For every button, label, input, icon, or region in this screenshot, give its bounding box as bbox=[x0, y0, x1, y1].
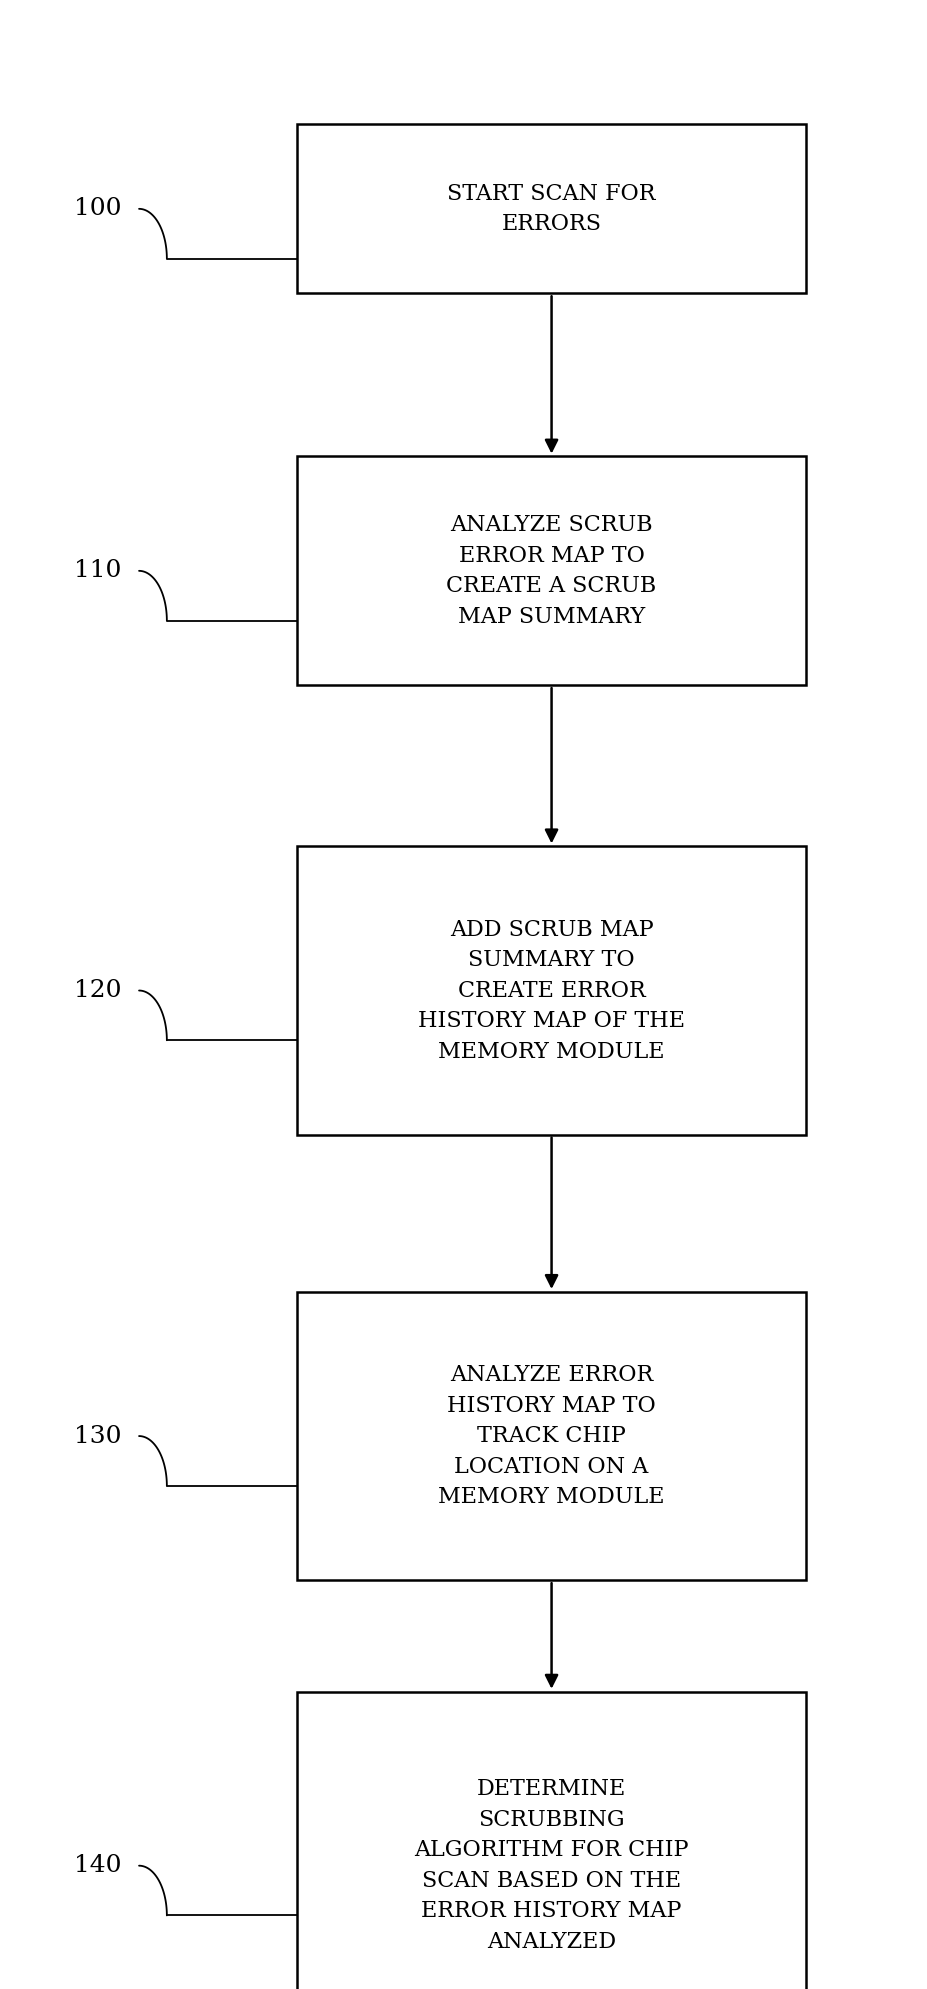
Text: 130: 130 bbox=[73, 1424, 121, 1448]
Text: ADD SCRUB MAP
SUMMARY TO
CREATE ERROR
HISTORY MAP OF THE
MEMORY MODULE: ADD SCRUB MAP SUMMARY TO CREATE ERROR HI… bbox=[418, 919, 685, 1062]
FancyBboxPatch shape bbox=[297, 125, 806, 292]
Text: DETERMINE
SCRUBBING
ALGORITHM FOR CHIP
SCAN BASED ON THE
ERROR HISTORY MAP
ANALY: DETERMINE SCRUBBING ALGORITHM FOR CHIP S… bbox=[414, 1778, 689, 1953]
Text: 140: 140 bbox=[73, 1854, 121, 1878]
FancyBboxPatch shape bbox=[297, 1691, 806, 1989]
Text: ANALYZE SCRUB
ERROR MAP TO
CREATE A SCRUB
MAP SUMMARY: ANALYZE SCRUB ERROR MAP TO CREATE A SCRU… bbox=[447, 513, 656, 629]
Text: 100: 100 bbox=[73, 197, 121, 221]
Text: 110: 110 bbox=[73, 559, 121, 583]
Text: START SCAN FOR
ERRORS: START SCAN FOR ERRORS bbox=[448, 183, 655, 235]
Text: ANALYZE ERROR
HISTORY MAP TO
TRACK CHIP
LOCATION ON A
MEMORY MODULE: ANALYZE ERROR HISTORY MAP TO TRACK CHIP … bbox=[438, 1364, 665, 1508]
FancyBboxPatch shape bbox=[297, 457, 806, 686]
FancyBboxPatch shape bbox=[297, 1293, 806, 1579]
Text: 120: 120 bbox=[73, 979, 121, 1002]
FancyBboxPatch shape bbox=[297, 847, 806, 1134]
